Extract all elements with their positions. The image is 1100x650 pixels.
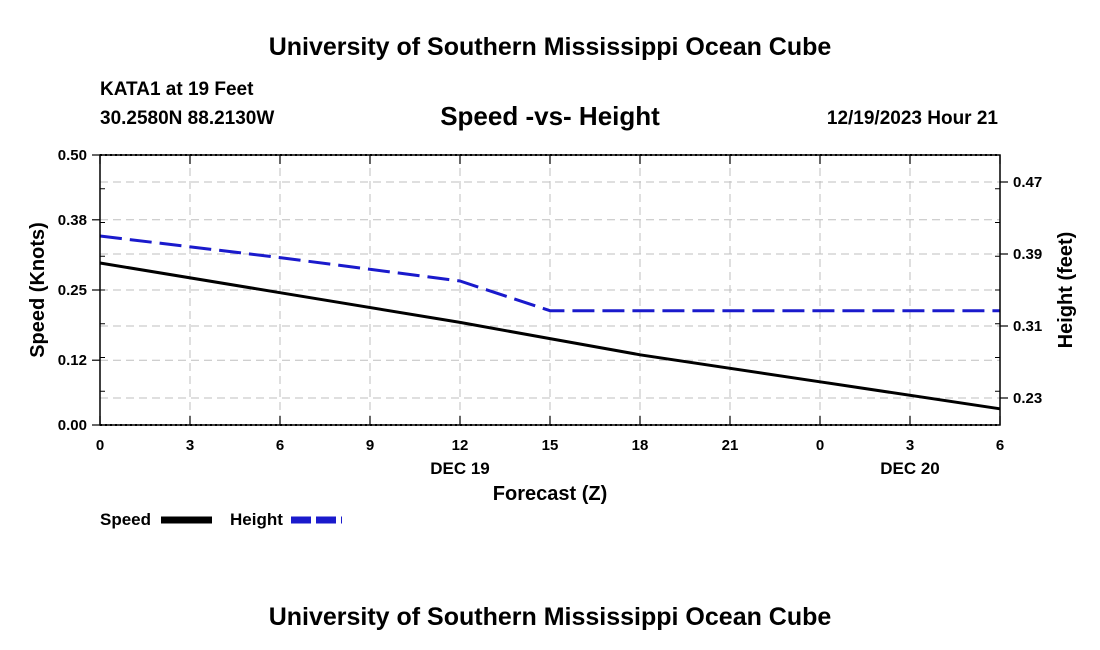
- x-tick-label: 21: [722, 437, 739, 454]
- chart-title: Speed -vs- Height: [440, 101, 660, 131]
- x-tick-label: 12: [452, 437, 469, 454]
- x-tick-label: 18: [632, 437, 649, 454]
- y2-tick-label: 0.31: [1013, 318, 1042, 335]
- y-tick-label: 0.38: [58, 212, 87, 229]
- grid-lines: [100, 154, 1000, 426]
- legend-label-height: Height: [230, 510, 283, 529]
- y-tick-label: 0.50: [58, 147, 87, 164]
- y-tick-label: 0.12: [58, 352, 87, 369]
- date-label: DEC 19: [430, 459, 490, 478]
- series-lines: [99, 234, 1001, 411]
- y2-tick-label: 0.23: [1013, 390, 1042, 407]
- y-tick-label: 0.00: [58, 417, 87, 434]
- footer-title: University of Southern Mississippi Ocean…: [269, 603, 832, 631]
- x-tick-label: 0: [816, 437, 824, 454]
- y2-axis-label: Height (feet): [1055, 232, 1077, 349]
- forecast-datetime: 12/19/2023 Hour 21: [827, 108, 999, 129]
- x-tick-label: 6: [996, 437, 1004, 454]
- x-tick-label: 6: [276, 437, 284, 454]
- y-tick-label: 0.25: [58, 282, 87, 299]
- x-tick-label: 3: [906, 437, 914, 454]
- series-line-speed: [99, 261, 1001, 411]
- legend-label-speed: Speed: [100, 510, 151, 529]
- y2-tick-label: 0.47: [1013, 174, 1042, 191]
- x-tick-label: 9: [366, 437, 374, 454]
- x-axis-label: Forecast (Z): [493, 483, 607, 505]
- y2-tick-label: 0.39: [1013, 246, 1042, 263]
- y-axis-label: Speed (Knots): [27, 222, 49, 358]
- x-tick-label: 15: [542, 437, 559, 454]
- series-line-height: [99, 234, 1000, 313]
- station-name: KATA1 at 19 Feet: [100, 79, 254, 100]
- tick-labels: 0 3 6 9 12 15 18 21 0 3 6 DEC 19 DEC 20 0.00 0.12 0.25 0…: [58, 147, 1042, 478]
- station-coords: 30.2580N 88.2130W: [100, 108, 274, 129]
- page-title: University of Southern Mississippi Ocean…: [269, 33, 832, 61]
- date-label: DEC 20: [880, 459, 940, 478]
- x-tick-label: 3: [186, 437, 194, 454]
- axis-ticks: [92, 154, 1008, 426]
- x-tick-label: 0: [96, 437, 104, 454]
- legend: Speed Height: [100, 510, 342, 529]
